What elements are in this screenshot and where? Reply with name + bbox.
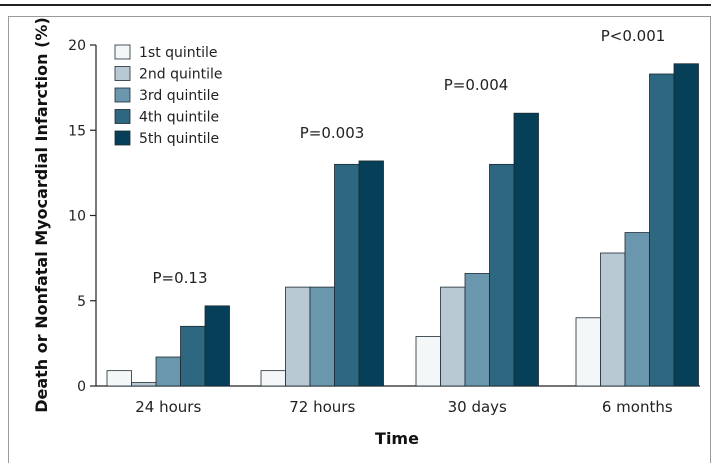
bar-3-2 — [309, 286, 335, 387]
x-tick-label: 6 months — [602, 398, 673, 416]
bar-4-2 — [334, 163, 360, 387]
legend-swatch — [114, 66, 131, 81]
p-value-annotation: P=0.004 — [444, 76, 509, 94]
legend-swatch — [114, 44, 131, 60]
bar-5-3 — [513, 112, 539, 387]
bar-1-4 — [575, 317, 601, 387]
legend-label: 5th quintile — [139, 131, 219, 147]
bar-2-1 — [131, 382, 157, 387]
bar-4-4 — [649, 73, 675, 387]
legend-label: 1st quintile — [139, 45, 218, 61]
bar-3-4 — [624, 232, 650, 387]
y-axis-title: Death or Nonfatal Myocardial Infarction … — [32, 17, 51, 413]
bar-1-2 — [260, 370, 286, 387]
x-tick-labels: 24 hours 72 hours 30 days 6 months — [135, 398, 673, 416]
y-tick-label: 5 — [77, 294, 86, 310]
bars — [106, 63, 699, 387]
bar-1-3 — [415, 336, 441, 387]
bar-5-1 — [204, 305, 230, 387]
legend: 1st quintile 2nd quintile 3rd quintile 4th … — [114, 44, 223, 147]
p-value-annotation: P=0.13 — [152, 269, 207, 287]
p-value-annotation: P=0.003 — [300, 124, 365, 142]
top-rule — [0, 4, 711, 6]
bar-4-3 — [489, 163, 515, 387]
bar-2-4 — [600, 252, 626, 387]
bar-2-2 — [285, 286, 311, 387]
x-tick-label: 24 hours — [135, 398, 201, 416]
legend-swatch — [114, 109, 131, 124]
y-tick-label: 0 — [77, 379, 86, 395]
y-tick-label: 20 — [68, 38, 86, 54]
p-value-annotation: P<0.001 — [601, 27, 666, 45]
bar-4-1 — [180, 325, 206, 387]
x-axis-title: Time — [375, 429, 419, 448]
y-tick-label: 15 — [68, 123, 86, 139]
bar-5-4 — [673, 63, 699, 387]
legend-label: 2nd quintile — [139, 67, 223, 83]
bar-1-1 — [106, 370, 132, 387]
legend-label: 3rd quintile — [139, 88, 219, 104]
bar-3-3 — [464, 273, 490, 387]
legend-swatch — [114, 130, 131, 146]
legend-swatch — [114, 87, 131, 103]
bar-5-2 — [358, 160, 384, 387]
annotations: P=0.13 P=0.003 P=0.004 P<0.001 — [152, 27, 665, 287]
y-tick-label: 10 — [68, 209, 86, 225]
x-tick-label: 30 days — [448, 398, 507, 416]
legend-label: 4th quintile — [139, 110, 219, 126]
bar-2-3 — [440, 286, 466, 387]
x-tick-label: 72 hours — [289, 398, 355, 416]
bar-3-1 — [155, 356, 181, 387]
y-ticks: 0 5 10 15 20 — [68, 38, 96, 395]
